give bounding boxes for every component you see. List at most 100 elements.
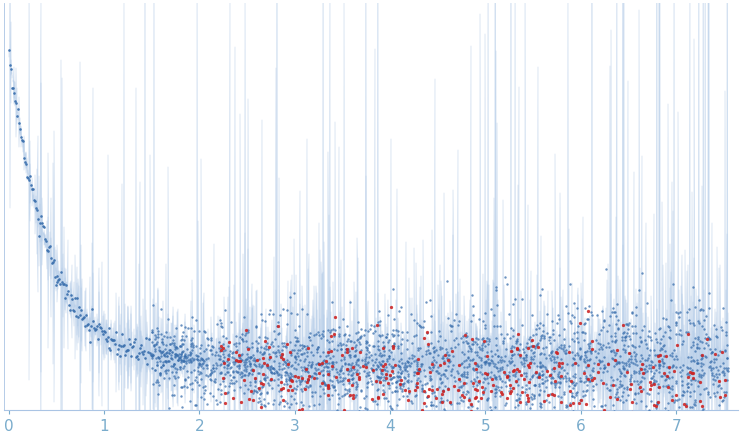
Point xyxy=(719,393,731,400)
Point xyxy=(286,347,298,354)
Point xyxy=(26,186,38,193)
Point xyxy=(659,376,671,383)
Point xyxy=(552,379,564,386)
Point xyxy=(566,389,578,396)
Point xyxy=(322,327,334,334)
Point xyxy=(437,386,449,393)
Point xyxy=(221,427,233,434)
Point xyxy=(285,339,296,346)
Point xyxy=(291,334,303,341)
Point xyxy=(528,382,540,388)
Point xyxy=(178,336,190,343)
Point xyxy=(329,313,341,320)
Point xyxy=(671,352,682,359)
Point xyxy=(471,351,483,358)
Point xyxy=(179,323,190,330)
Point xyxy=(576,328,588,335)
Point xyxy=(41,246,53,253)
Point xyxy=(645,336,657,343)
Point xyxy=(336,362,348,369)
Point xyxy=(619,336,631,343)
Point xyxy=(238,314,250,321)
Point xyxy=(330,358,342,365)
Point xyxy=(285,350,297,357)
Point xyxy=(514,398,526,405)
Point xyxy=(684,319,696,326)
Point xyxy=(420,351,432,358)
Point xyxy=(415,363,427,370)
Point xyxy=(503,368,515,375)
Point xyxy=(677,388,689,395)
Point xyxy=(472,363,484,370)
Point xyxy=(356,356,368,363)
Point xyxy=(182,353,193,360)
Point xyxy=(334,373,346,380)
Point xyxy=(224,347,236,354)
Point xyxy=(496,378,508,385)
Point xyxy=(392,374,404,381)
Point xyxy=(150,333,162,340)
Point xyxy=(334,367,346,374)
Point xyxy=(322,382,334,389)
Point xyxy=(664,384,676,391)
Point xyxy=(452,369,464,376)
Point xyxy=(207,368,219,375)
Point xyxy=(162,316,173,323)
Point xyxy=(698,325,710,332)
Point xyxy=(236,330,247,337)
Point xyxy=(619,364,631,371)
Point xyxy=(587,396,599,403)
Point xyxy=(219,400,231,407)
Point xyxy=(50,272,62,279)
Point xyxy=(366,357,378,364)
Point xyxy=(688,357,700,364)
Point xyxy=(677,392,689,399)
Point xyxy=(205,334,217,341)
Point xyxy=(385,380,397,387)
Point xyxy=(163,375,175,382)
Point xyxy=(125,353,137,360)
Point xyxy=(596,357,608,364)
Point xyxy=(597,369,609,376)
Point xyxy=(405,360,417,367)
Point xyxy=(165,355,177,362)
Point xyxy=(228,387,240,394)
Point xyxy=(536,322,548,329)
Point xyxy=(259,375,271,382)
Point xyxy=(487,360,499,367)
Point xyxy=(596,425,608,432)
Point xyxy=(616,333,628,340)
Point xyxy=(470,394,482,401)
Point xyxy=(187,357,199,364)
Point xyxy=(198,384,210,391)
Point xyxy=(337,375,349,382)
Point xyxy=(463,343,475,350)
Point xyxy=(275,371,287,378)
Point xyxy=(552,372,564,379)
Point xyxy=(67,306,79,313)
Point xyxy=(594,358,605,365)
Point xyxy=(221,390,233,397)
Point xyxy=(265,384,277,391)
Point xyxy=(463,395,475,402)
Point xyxy=(664,351,676,358)
Point xyxy=(648,372,659,379)
Point xyxy=(422,347,433,354)
Point xyxy=(491,359,503,366)
Point xyxy=(369,350,381,357)
Point xyxy=(458,379,470,386)
Point xyxy=(299,358,310,365)
Point xyxy=(683,305,695,312)
Point xyxy=(262,365,273,372)
Point xyxy=(369,398,381,405)
Point xyxy=(53,276,65,283)
Point xyxy=(659,348,671,355)
Point xyxy=(296,375,308,382)
Point xyxy=(302,376,314,383)
Point xyxy=(317,378,329,385)
Point xyxy=(345,391,356,398)
Point xyxy=(285,293,296,300)
Point xyxy=(651,352,663,359)
Point xyxy=(553,393,565,400)
Point xyxy=(448,316,459,323)
